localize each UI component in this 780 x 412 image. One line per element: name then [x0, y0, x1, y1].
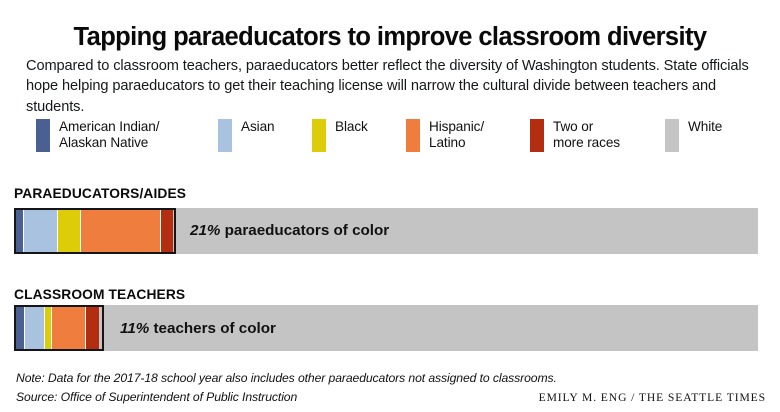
footer-note: Note: Data for the 2017-18 school year a… — [16, 371, 557, 385]
bar-group-label: CLASSROOM TEACHERS — [14, 287, 186, 302]
legend-swatch-icon — [218, 119, 232, 152]
deck-paragraph: Compared to classroom teachers, paraeduc… — [26, 57, 749, 115]
stacked-bar — [14, 208, 176, 254]
bar-callout: 21% paraeducators of color — [190, 222, 389, 239]
bar-callout-percent: 11% — [120, 320, 150, 337]
legend-swatch-icon — [312, 119, 326, 152]
bar-segment — [23, 210, 57, 252]
bar-track-white-segment — [14, 305, 758, 351]
legend-item-label: White — [688, 119, 723, 134]
legend-item: Hispanic/ Latino — [406, 118, 484, 152]
bar-segment — [160, 210, 173, 252]
page-title: Tapping paraeducators to improve classro… — [73, 23, 708, 52]
legend-item-label: American Indian/ Alaskan Native — [59, 119, 160, 151]
bar-group-label: PARAEDUCATORS/AIDES — [14, 186, 187, 201]
legend-item: Black — [312, 118, 368, 152]
bar-segment — [57, 210, 80, 252]
bar-segment — [80, 210, 160, 252]
bar-callout-text: teachers of color — [149, 320, 276, 337]
legend-item: Two or more races — [530, 118, 620, 152]
legend: American Indian/ Alaskan Native Asian Blac… — [0, 118, 780, 162]
bar-segment — [16, 210, 23, 252]
legend-swatch-icon — [665, 119, 679, 152]
legend-swatch-icon — [530, 119, 544, 152]
footer-source: Source: Office of Superintendent of Publ… — [16, 390, 298, 404]
legend-item: American Indian/ Alaskan Native — [36, 118, 160, 152]
bar-segment — [24, 307, 44, 349]
legend-item-label: Hispanic/ Latino — [429, 119, 485, 151]
stacked-bar — [14, 305, 104, 351]
legend-item: Asian — [218, 118, 275, 152]
legend-item-label: Black — [335, 119, 368, 134]
bar-segment — [51, 307, 85, 349]
legend-item-label: Asian — [241, 119, 275, 134]
bar-segment — [44, 307, 51, 349]
credit-byline: EMILY M. ENG / THE SEATTLE TIMES — [538, 391, 766, 404]
bar-segment — [85, 307, 99, 349]
bar-segment — [16, 307, 24, 349]
bar-callout-percent: 21% — [190, 222, 221, 239]
bar-callout: 11% teachers of color — [120, 320, 276, 337]
bar-callout-text: paraeducators of color — [220, 222, 390, 239]
legend-swatch-icon — [406, 119, 420, 152]
legend-swatch-icon — [36, 119, 50, 152]
legend-item-label: Two or more races — [553, 119, 620, 151]
legend-item: White — [665, 118, 722, 152]
